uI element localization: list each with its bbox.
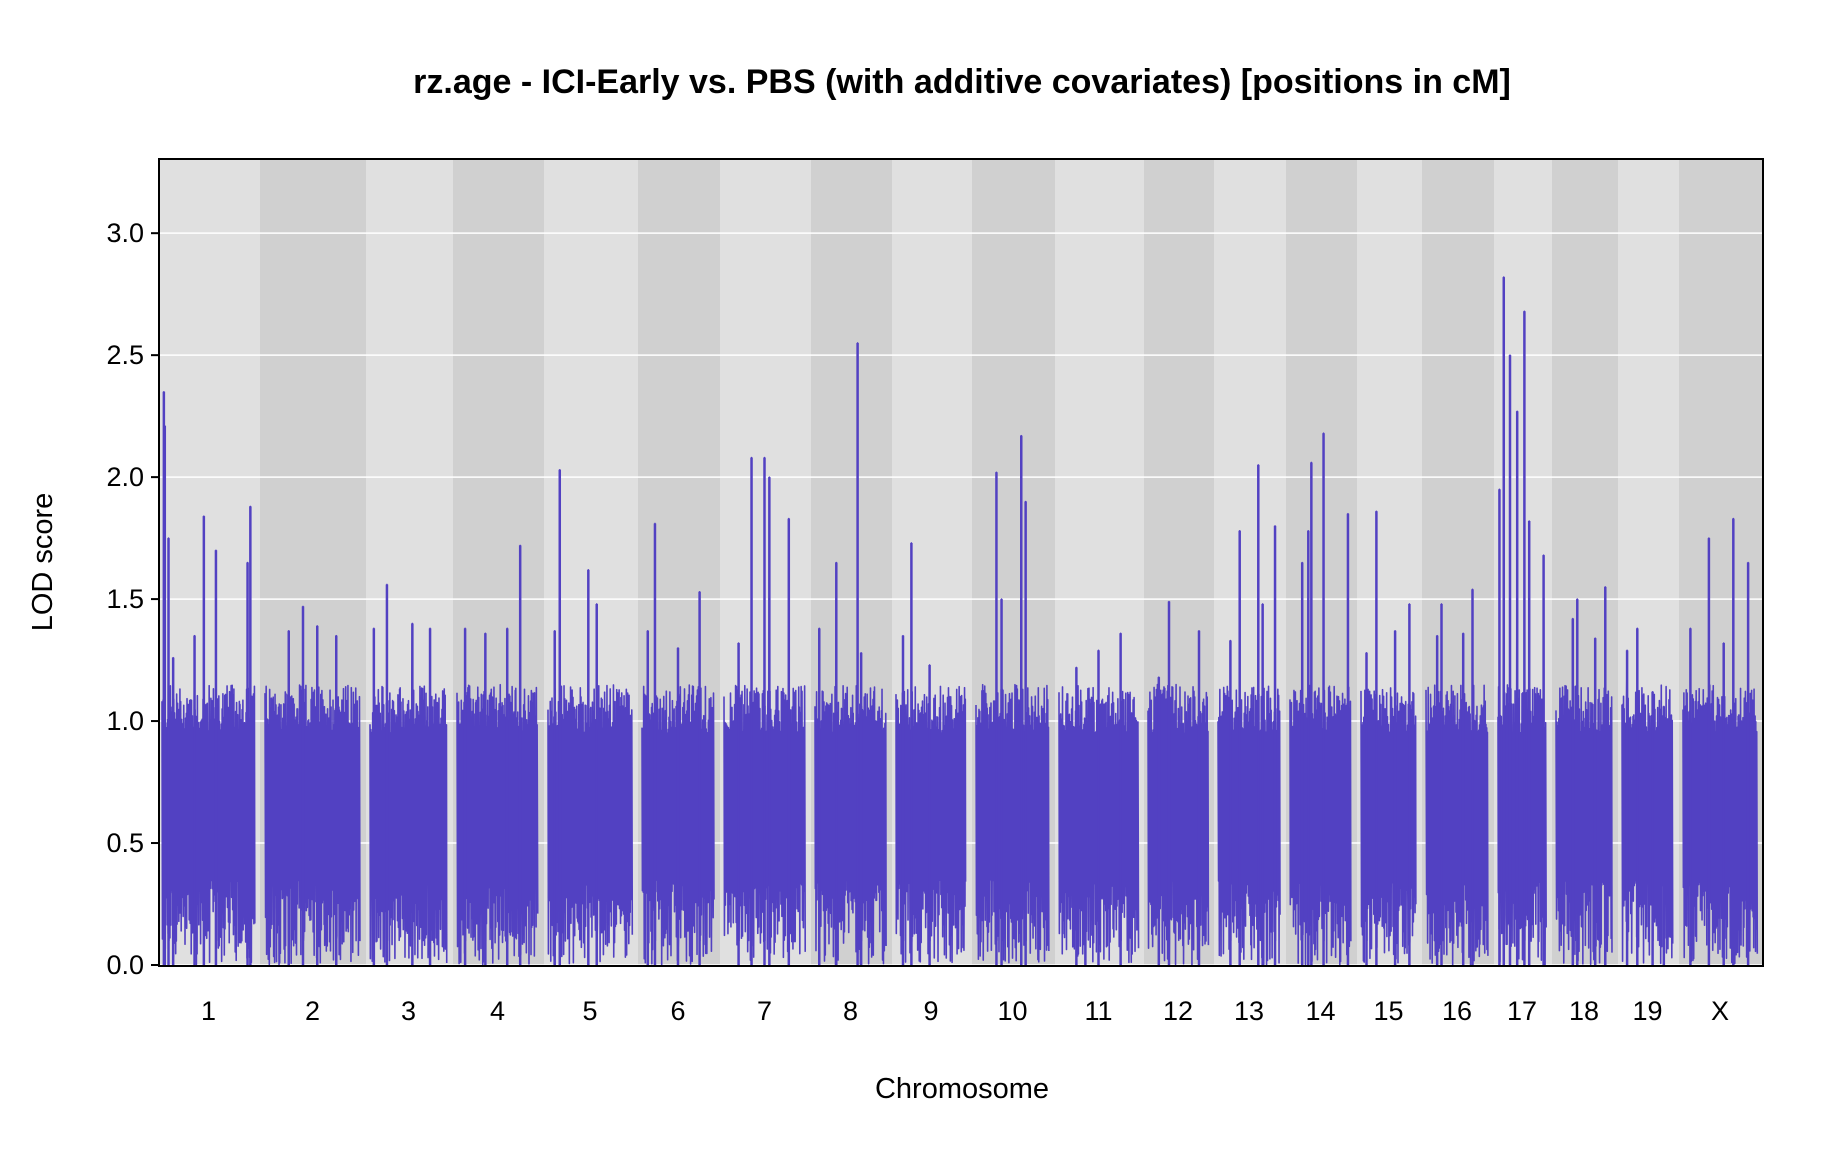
y-axis: 0.0 0.5 1.0 1.5 2.0 2.5 3.0 — [106, 218, 159, 980]
chromosome-trace — [723, 456, 807, 965]
chromosome-label: 17 — [1507, 996, 1537, 1026]
chromosome-label: 12 — [1163, 996, 1193, 1026]
chromosome-label: 18 — [1569, 996, 1599, 1026]
chromosome-trace — [264, 605, 361, 966]
chromosome-trace — [895, 542, 967, 965]
chromosome-trace — [814, 342, 887, 966]
lod-line — [1497, 276, 1547, 966]
chromosome-label: 5 — [582, 996, 597, 1026]
lod-line — [456, 544, 539, 966]
chromosome-label: 8 — [843, 996, 858, 1026]
lod-line — [1289, 432, 1352, 966]
y-tick-label: 0.0 — [106, 950, 144, 980]
chromosome-trace — [641, 522, 715, 966]
chromosome-trace — [1621, 627, 1674, 965]
chromosome-trace — [1682, 517, 1759, 965]
chromosome-trace — [975, 434, 1050, 965]
chromosome-trace — [547, 469, 634, 966]
lod-line — [975, 434, 1050, 964]
chromosome-trace — [369, 583, 448, 965]
lod-line — [264, 605, 361, 966]
lod-line — [1682, 517, 1759, 965]
chromosome-label: 1 — [201, 996, 216, 1026]
plot-frame — [158, 158, 1764, 967]
x-axis: 1 2 3 4 5 6 7 8 9 10 11 12 13 14 15 16 17 18 19 X — [201, 996, 1729, 1026]
y-tick-label: 1.5 — [106, 584, 144, 614]
y-tick-label: 1.0 — [106, 706, 144, 736]
y-tick-label: 2.0 — [106, 462, 144, 492]
chart-title: rz.age - ICI-Early vs. PBS (with additiv… — [413, 63, 1511, 101]
chromosome-label: 14 — [1305, 996, 1335, 1026]
chromosome-trace — [1555, 586, 1613, 966]
chromosome-trace — [1147, 600, 1210, 966]
chromosome-label: 10 — [997, 996, 1027, 1026]
chromosome-label: 7 — [757, 996, 772, 1026]
chromosome-trace — [1289, 432, 1352, 966]
x-axis-label: Chromosome — [875, 1073, 1049, 1105]
chromosome-trace — [1360, 510, 1417, 965]
y-tick-label: 2.5 — [106, 340, 144, 370]
chromosome-trace — [456, 544, 539, 966]
chromosome-label: 16 — [1442, 996, 1472, 1026]
chromosome-trace — [1217, 464, 1281, 966]
chromosome-label: 19 — [1632, 996, 1662, 1026]
chromosome-label: 2 — [305, 996, 320, 1026]
chromosome-label: X — [1711, 996, 1729, 1026]
lod-line — [369, 583, 448, 964]
chromosome-label: 6 — [670, 996, 685, 1026]
chromosome-trace — [1497, 276, 1547, 966]
chromosome-trace — [1425, 588, 1489, 966]
lod-line — [1555, 586, 1613, 966]
chromosome-label: 4 — [490, 996, 505, 1026]
y-tick-label: 0.5 — [106, 828, 144, 858]
lod-line — [1217, 464, 1281, 966]
lod-line — [161, 390, 256, 966]
y-tick-label: 3.0 — [106, 218, 144, 248]
lod-line — [814, 342, 887, 966]
chromosome-label: 9 — [923, 996, 938, 1026]
chromosome-trace — [1058, 632, 1140, 966]
chromosome-label: 3 — [401, 996, 416, 1026]
chromosome-label: 11 — [1084, 996, 1112, 1026]
chromosome-label: 13 — [1234, 996, 1264, 1026]
lod-line — [1360, 510, 1417, 964]
chromosome-trace — [161, 390, 256, 966]
chromosome-label: 15 — [1373, 996, 1403, 1026]
y-axis-label: LOD score — [27, 493, 59, 632]
lod-traces — [161, 276, 1759, 966]
